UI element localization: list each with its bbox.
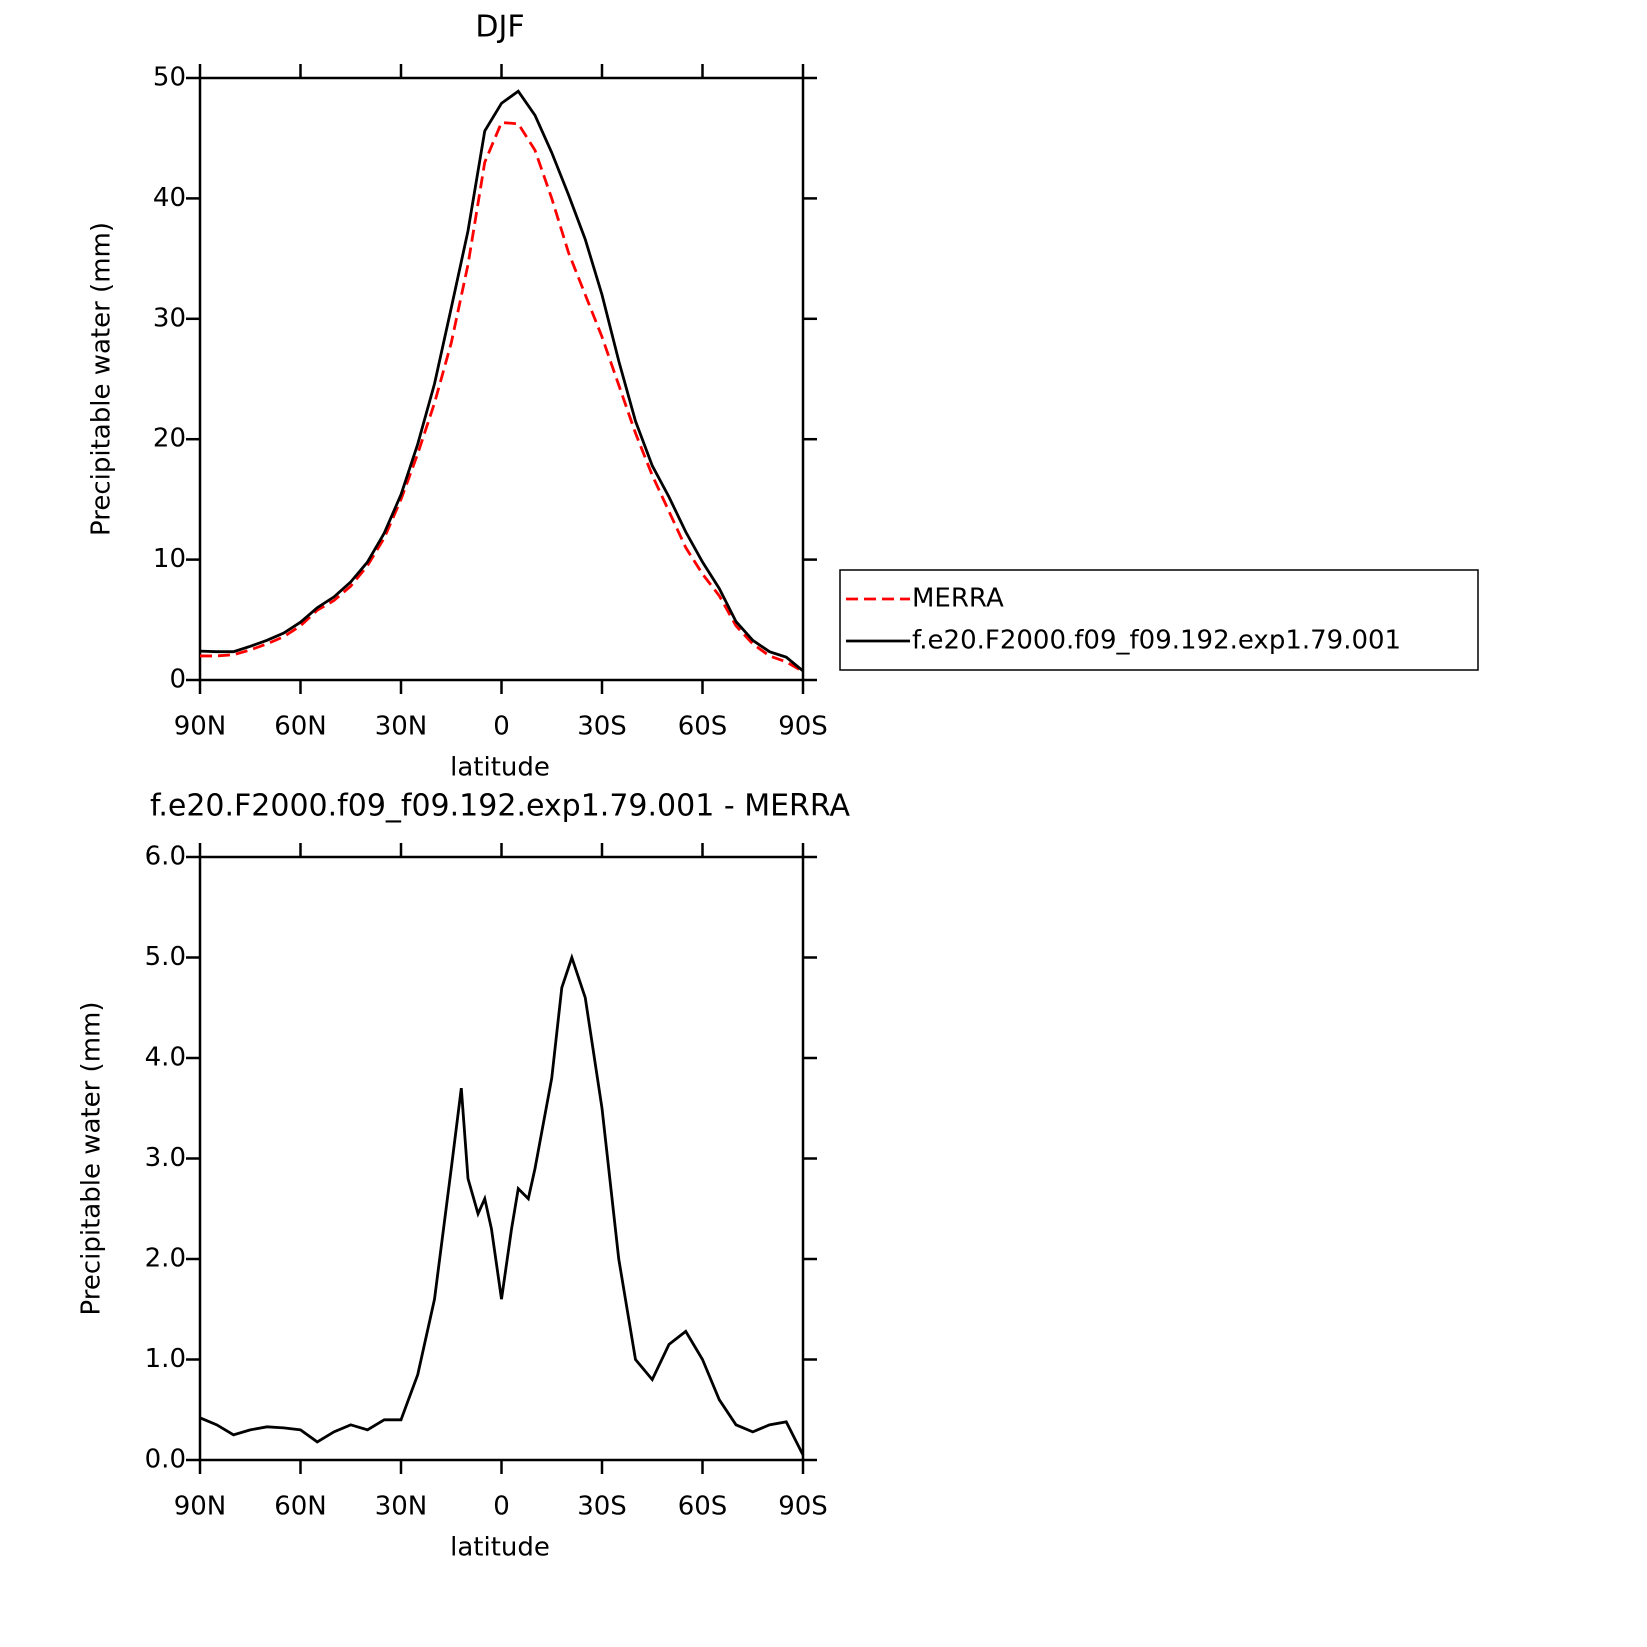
chart-title: DJF bbox=[475, 10, 524, 45]
x-tick-label: 60S bbox=[678, 1492, 728, 1522]
y-axis-label: Precipitable water (mm) bbox=[87, 222, 117, 536]
x-tick-label: 30N bbox=[375, 1492, 428, 1522]
y-tick-label: 4.0 bbox=[145, 1043, 186, 1073]
y-tick-label: 0 bbox=[169, 665, 186, 695]
x-axis-label: latitude bbox=[450, 1533, 550, 1563]
legend-label: MERRA bbox=[912, 584, 1004, 614]
x-tick-label: 90N bbox=[174, 1492, 227, 1522]
y-tick-label: 3.0 bbox=[145, 1143, 186, 1173]
chart-title: f.e20.F2000.f09_f09.192.exp1.79.001 - ME… bbox=[150, 789, 851, 824]
x-tick-label: 60N bbox=[274, 1492, 327, 1522]
x-tick-label: 90S bbox=[778, 712, 828, 742]
y-tick-label: 10 bbox=[153, 544, 186, 574]
x-tick-label: 90N bbox=[174, 712, 227, 742]
y-tick-label: 1.0 bbox=[145, 1344, 186, 1374]
legend-box bbox=[839, 569, 1479, 671]
y-tick-label: 6.0 bbox=[145, 842, 186, 872]
x-axis-label: latitude bbox=[450, 753, 550, 783]
x-tick-label: 30S bbox=[577, 712, 627, 742]
x-tick-label: 0 bbox=[493, 712, 510, 742]
y-tick-label: 20 bbox=[153, 424, 186, 454]
y-tick-label: 30 bbox=[153, 303, 186, 333]
y-tick-label: 0.0 bbox=[145, 1445, 186, 1475]
data-line bbox=[199, 89, 804, 673]
y-tick-label: 50 bbox=[153, 63, 186, 93]
x-tick-label: 60S bbox=[678, 712, 728, 742]
x-tick-label: 60N bbox=[274, 712, 327, 742]
data-line bbox=[199, 953, 805, 1456]
y-tick-label: 5.0 bbox=[145, 942, 186, 972]
x-tick-label: 0 bbox=[493, 1492, 510, 1522]
y-tick-label: 40 bbox=[153, 183, 186, 213]
legend-label: f.e20.F2000.f09_f09.192.exp1.79.001 bbox=[912, 626, 1401, 656]
x-tick-label: 30N bbox=[375, 712, 428, 742]
plot-frame bbox=[198, 855, 805, 1462]
x-tick-label: 30S bbox=[577, 1492, 627, 1522]
data-line bbox=[200, 121, 804, 673]
plot-frame bbox=[198, 76, 805, 682]
y-tick-label: 2.0 bbox=[145, 1244, 186, 1274]
x-tick-label: 90S bbox=[778, 1492, 828, 1522]
y-axis-label: Precipitable water (mm) bbox=[77, 1002, 107, 1316]
